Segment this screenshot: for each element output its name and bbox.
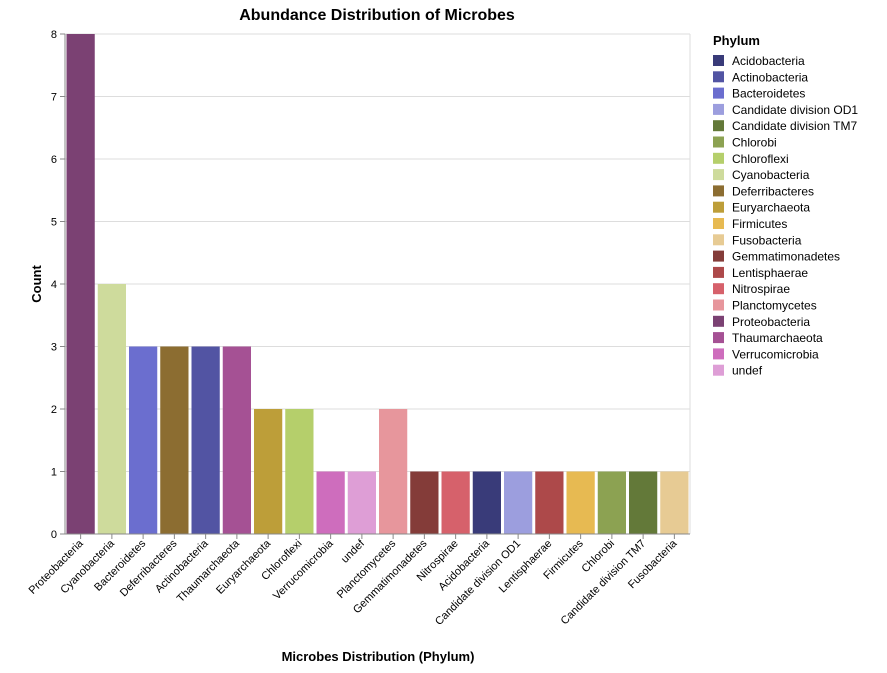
legend-label: Verrucomicrobia [732, 347, 819, 361]
legend-label: Chlorobi [732, 136, 777, 150]
y-tick-label: 5 [51, 217, 57, 229]
legend-label: Planctomycetes [732, 299, 817, 313]
x-tick-label: undef [339, 537, 368, 566]
legend-swatch [713, 185, 724, 197]
x-tick-label: Cyanobacteria [58, 537, 117, 596]
legend-label: Proteobacteria [732, 315, 810, 329]
legend-label: Actinobacteria [732, 70, 808, 84]
bar-thaumarchaeota [222, 346, 251, 534]
bar-verrucomicrobia [316, 471, 345, 534]
y-tick-label: 6 [51, 154, 57, 166]
bar-undef [347, 471, 376, 534]
bar-nitrospirae [441, 471, 470, 534]
legend-title: Phylum [713, 33, 760, 48]
legend-swatch [713, 55, 724, 66]
chart-title: Abundance Distribution of Microbes [239, 7, 515, 24]
legend-swatch [713, 250, 724, 262]
bar-planctomycetes [379, 409, 408, 534]
bar-lentisphaerae [535, 471, 564, 534]
legend-swatch [713, 103, 724, 115]
bar-bacteroidetes [129, 346, 158, 534]
legend-label: Candidate division TM7 [732, 119, 858, 133]
legend-swatch [713, 169, 724, 181]
y-tick-label: 0 [51, 529, 57, 541]
bar-euryarchaeota [254, 409, 283, 534]
y-axis: 0 1 2 3 4 5 6 7 8 [51, 29, 66, 541]
bar-firmicutes [566, 471, 595, 534]
bar-chlorobi [597, 471, 626, 534]
y-tick-label: 4 [51, 279, 57, 291]
y-tick-label: 2 [51, 404, 57, 416]
legend-label: Gemmatimonadetes [732, 250, 840, 264]
legend-label: Deferribacteres [732, 184, 814, 198]
y-tick-label: 8 [51, 29, 57, 41]
x-axis-title: Microbes Distribution (Phylum) [282, 649, 475, 664]
legend-label: Nitrospirae [732, 282, 790, 296]
y-tick-label: 1 [51, 467, 57, 479]
legend-swatch [713, 283, 724, 295]
y-tick-label: 3 [51, 342, 57, 354]
legend-label: Cyanobacteria [732, 168, 810, 182]
legend-swatch [713, 332, 724, 344]
bar-acidobacteria [472, 471, 501, 534]
bar-candidate-division-od1 [504, 471, 533, 534]
legend-swatch [713, 266, 724, 278]
bar-proteobacteria [66, 34, 95, 534]
legend: Phylum Acidobacteria Actinobacteria Bacter… [713, 33, 858, 378]
bar-chloroflexi [285, 409, 314, 534]
legend-swatch [713, 152, 724, 164]
bars [66, 34, 689, 534]
legend-label: Fusobacteria [732, 233, 802, 247]
legend-swatch [713, 201, 724, 213]
legend-label: Lentisphaerae [732, 266, 808, 280]
legend-swatch [713, 136, 724, 148]
legend-swatch [713, 87, 724, 99]
legend-swatch [713, 364, 724, 376]
legend-swatch [713, 348, 724, 360]
legend-label: Acidobacteria [732, 54, 805, 68]
legend-label: undef [732, 364, 763, 378]
bar-fusobacteria [660, 471, 689, 534]
bar-gemmatimonadetes [410, 471, 439, 534]
x-axis: ProteobacteriaCyanobacteriaBacteroidetes… [27, 533, 690, 628]
bar-deferribacteres [160, 346, 189, 534]
x-tick-label: Euryarchaeota [214, 537, 274, 597]
legend-swatch [713, 315, 724, 327]
y-tick-label: 7 [51, 92, 57, 104]
legend-swatch [713, 120, 724, 132]
legend-label: Euryarchaeota [732, 201, 810, 215]
x-tick-label: Proteobacteria [27, 537, 87, 597]
legend-label: Chloroflexi [732, 152, 789, 166]
bar-candidate-division-tm7 [629, 471, 658, 534]
gridlines [65, 33, 691, 535]
bar-cyanobacteria [97, 284, 126, 534]
legend-label: Firmicutes [732, 217, 787, 231]
legend-swatch [713, 71, 724, 83]
legend-label: Candidate division OD1 [732, 103, 858, 117]
legend-swatch [713, 218, 724, 229]
y-axis-title: Count [29, 265, 44, 303]
legend-swatch [713, 299, 724, 311]
legend-swatch [713, 234, 724, 246]
legend-label: Thaumarchaeota [732, 331, 823, 345]
legend-label: Bacteroidetes [732, 87, 805, 101]
bar-actinobacteria [191, 346, 220, 534]
